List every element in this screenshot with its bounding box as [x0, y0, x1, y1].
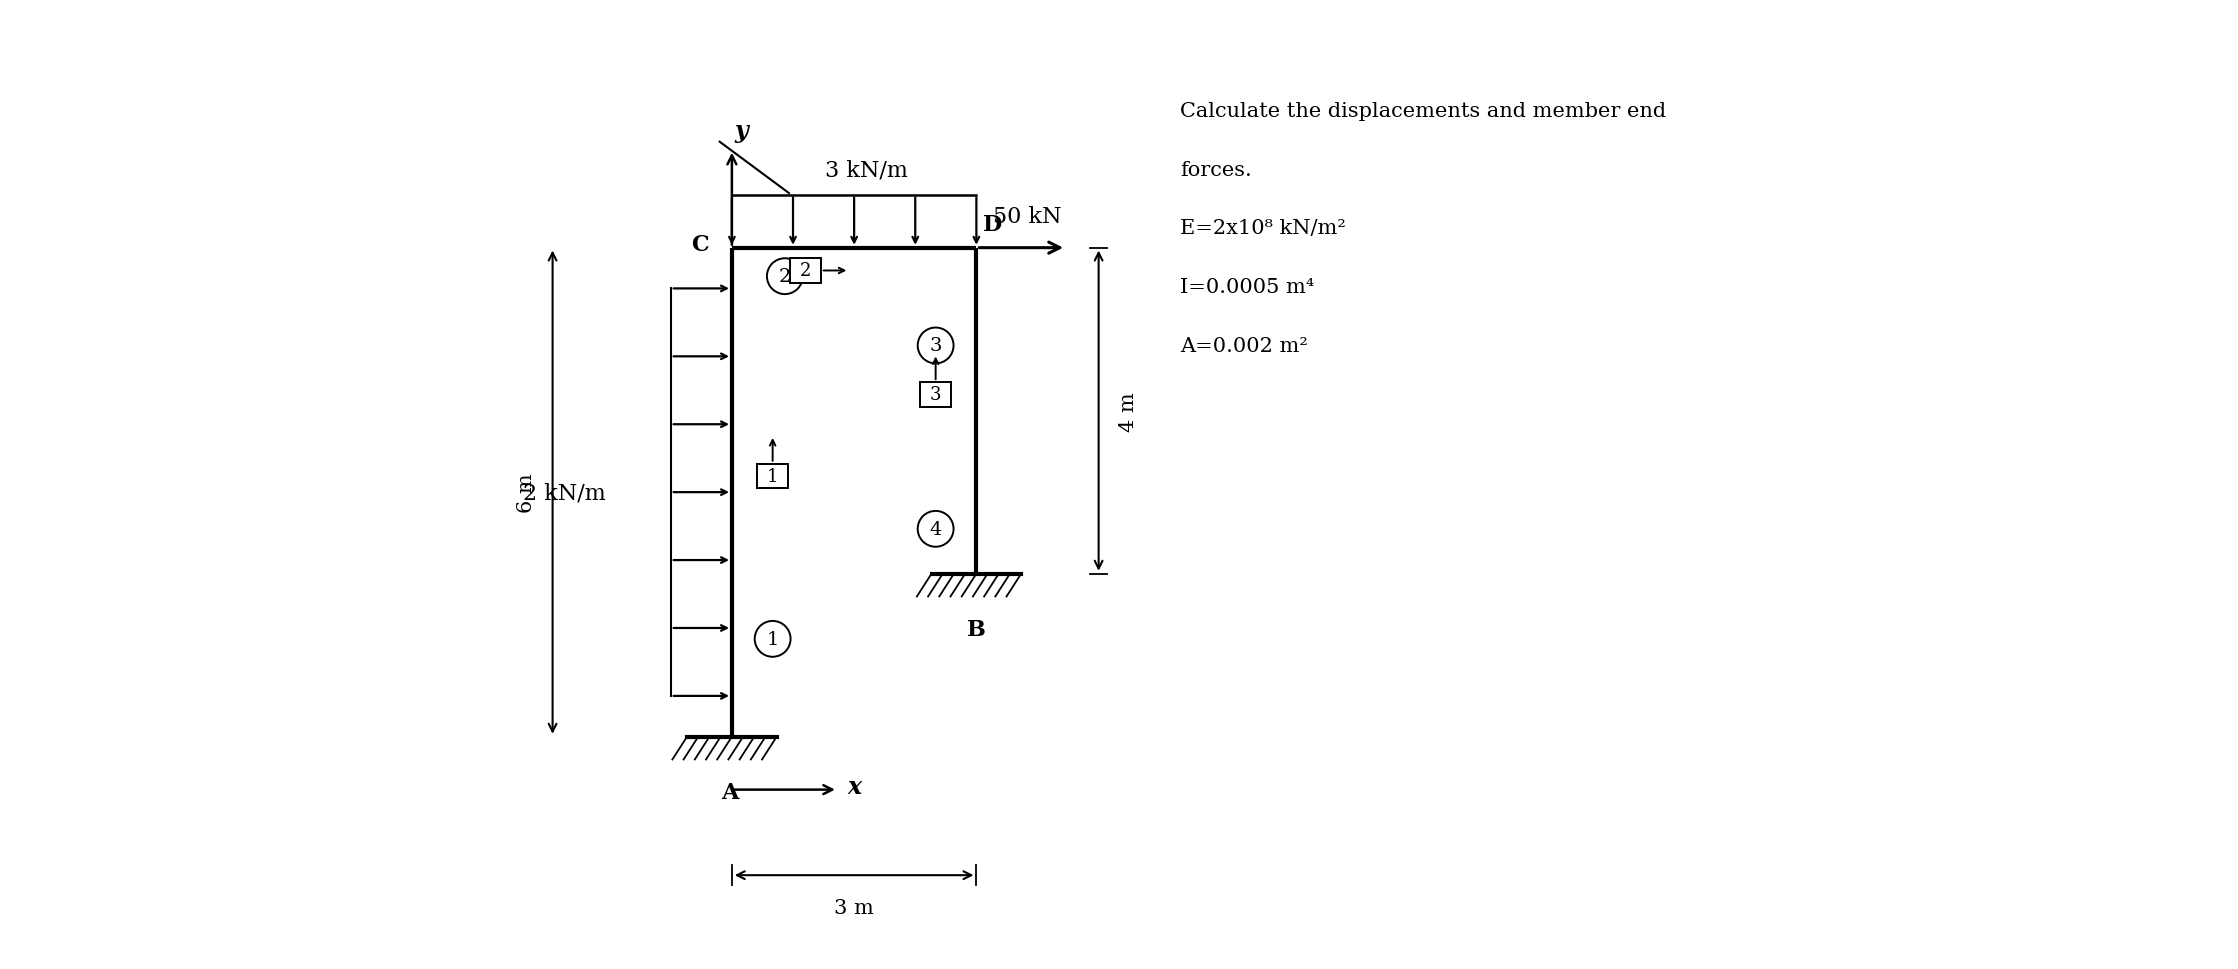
Text: C: C: [692, 234, 709, 255]
Text: 3: 3: [929, 386, 942, 404]
Text: 50 kN: 50 kN: [994, 206, 1061, 228]
Bar: [756, 464, 788, 488]
Text: 3: 3: [929, 337, 942, 355]
Text: 3 m: 3 m: [835, 898, 875, 917]
Text: 1: 1: [768, 467, 779, 485]
Text: E=2x10⁸ kN/m²: E=2x10⁸ kN/m²: [1179, 219, 1345, 238]
Circle shape: [918, 512, 953, 547]
Text: 4 m: 4 m: [1119, 391, 1137, 431]
Text: I=0.0005 m⁴: I=0.0005 m⁴: [1179, 278, 1314, 297]
Text: A: A: [721, 782, 739, 803]
Text: forces.: forces.: [1179, 161, 1251, 179]
Circle shape: [918, 328, 953, 364]
Text: x: x: [848, 773, 862, 797]
Text: D: D: [982, 214, 1003, 236]
Text: 6 m: 6 m: [517, 473, 537, 513]
Text: 2: 2: [799, 263, 810, 280]
Circle shape: [754, 621, 790, 657]
Text: Calculate the displacements and member end: Calculate the displacements and member e…: [1179, 102, 1667, 121]
Bar: [790, 259, 821, 283]
Text: B: B: [967, 619, 985, 641]
Text: y: y: [734, 118, 747, 142]
Bar: [920, 383, 951, 407]
Text: 3 kN/m: 3 kN/m: [826, 159, 909, 181]
Text: 4: 4: [929, 520, 942, 538]
Text: 2: 2: [779, 267, 790, 286]
Text: 2 kN/m: 2 kN/m: [524, 482, 606, 504]
Circle shape: [768, 259, 803, 295]
Text: A=0.002 m²: A=0.002 m²: [1179, 336, 1307, 356]
Text: 1: 1: [765, 630, 779, 648]
